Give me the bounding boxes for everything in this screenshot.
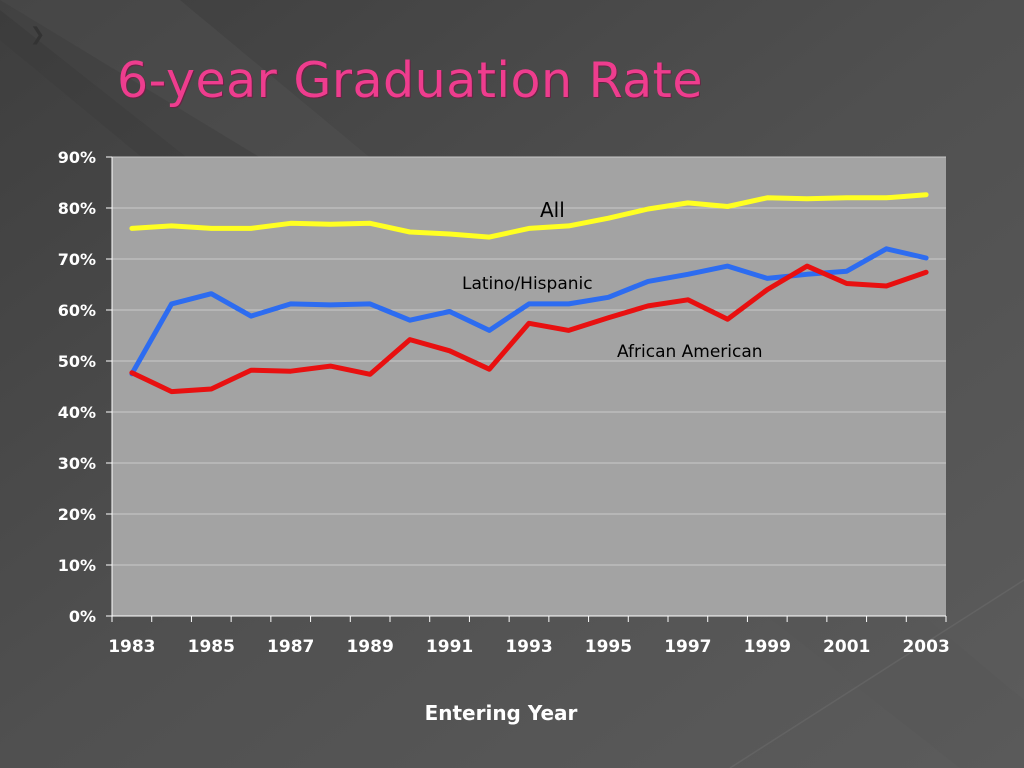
series-lines [129, 192, 929, 395]
y-axis-ticks: 0% 10% 20% 30% 40% 50% 60% 70% 80% 90% [58, 148, 112, 626]
series-line-african-american [129, 263, 929, 395]
plot-area [112, 157, 946, 616]
x-tick-label: 1993 [505, 637, 552, 657]
axes [111, 157, 946, 617]
y-tick-label: 70% [58, 250, 96, 269]
x-axis-title: Entering Year [425, 701, 578, 725]
grid-lines [112, 156, 946, 566]
x-tick-label: 2003 [902, 637, 949, 657]
x-tick-label: 1983 [108, 637, 155, 657]
x-tick-label: 1985 [188, 637, 235, 657]
y-tick-label: 50% [58, 352, 96, 371]
series-label: Latino/Hispanic [462, 274, 593, 294]
series-line-all [129, 192, 929, 240]
slide-title: 6-year Graduation Rate [117, 52, 704, 109]
y-tick-label: 0% [69, 607, 96, 626]
x-tick-label: 1991 [426, 637, 473, 657]
y-tick-label: 60% [58, 301, 96, 320]
x-tick-label: 1999 [744, 637, 791, 657]
series-annotations: All Latino/Hispanic African American [462, 198, 763, 362]
y-tick-label: 90% [58, 148, 96, 167]
x-axis-ticks: 1983 1985 1987 1989 1991 1993 1995 1997 1999 2001… [108, 616, 950, 657]
y-tick-label: 80% [58, 199, 96, 218]
y-tick-label: 10% [58, 556, 96, 575]
y-tick-label: 30% [58, 454, 96, 473]
x-tick-label: 1997 [664, 637, 711, 657]
chevron-right-icon: ❯ [30, 24, 46, 45]
series-label: All [540, 198, 565, 222]
y-tick-label: 40% [58, 403, 96, 422]
x-tick-label: 2001 [823, 637, 870, 657]
x-tick-label: 1995 [585, 637, 632, 657]
series-label: African American [617, 342, 763, 362]
y-tick-label: 20% [58, 505, 96, 524]
x-tick-label: 1989 [346, 637, 393, 657]
x-tick-label: 1987 [267, 637, 314, 657]
